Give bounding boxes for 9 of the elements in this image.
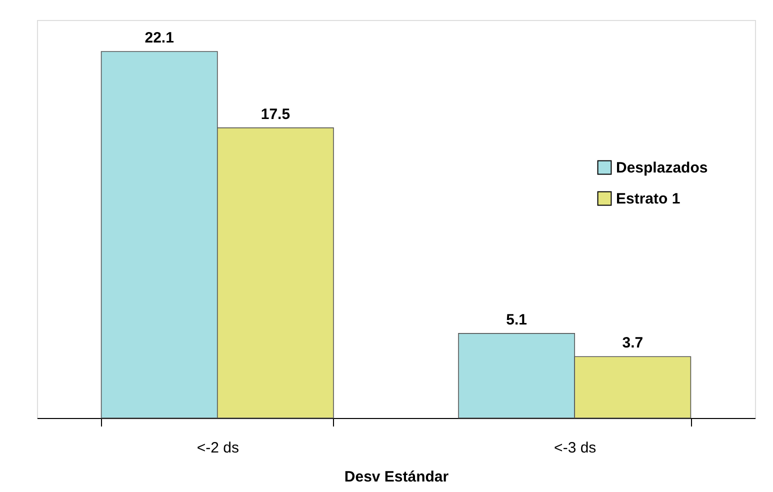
x-tick-label: <-3 ds — [554, 440, 596, 456]
legend-label: Desplazados — [616, 160, 708, 176]
data-label: 3.7 — [622, 334, 644, 352]
x-axis-title: Desv Estándar — [344, 468, 449, 486]
x-tick-label: <-2 ds — [196, 440, 239, 456]
legend-label: Estrato 1 — [616, 190, 680, 208]
data-label: 22.1 — [144, 30, 174, 47]
data-label: 5.1 — [506, 311, 527, 328]
data-label: 17.5 — [260, 106, 290, 123]
